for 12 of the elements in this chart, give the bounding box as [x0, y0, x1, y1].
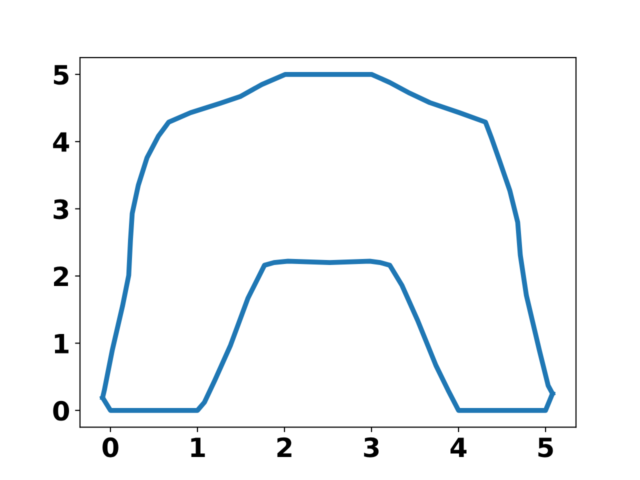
x-tick-label: 5 — [538, 438, 553, 458]
y-tick-label: 4 — [53, 132, 70, 152]
y-tick-label: 5 — [54, 65, 68, 85]
x-tick-label: 4 — [450, 438, 466, 457]
y-tick-label: 0 — [53, 400, 70, 421]
x-tick-label: 1 — [191, 438, 205, 457]
x-tick-label: 3 — [364, 437, 379, 458]
y-tick-label: 2 — [54, 266, 68, 286]
y-tick-label: 1 — [54, 334, 68, 354]
x-tick-label: 0 — [102, 437, 118, 458]
y-tick-label: 3 — [54, 199, 68, 220]
x-tick-label: 2 — [277, 437, 292, 457]
